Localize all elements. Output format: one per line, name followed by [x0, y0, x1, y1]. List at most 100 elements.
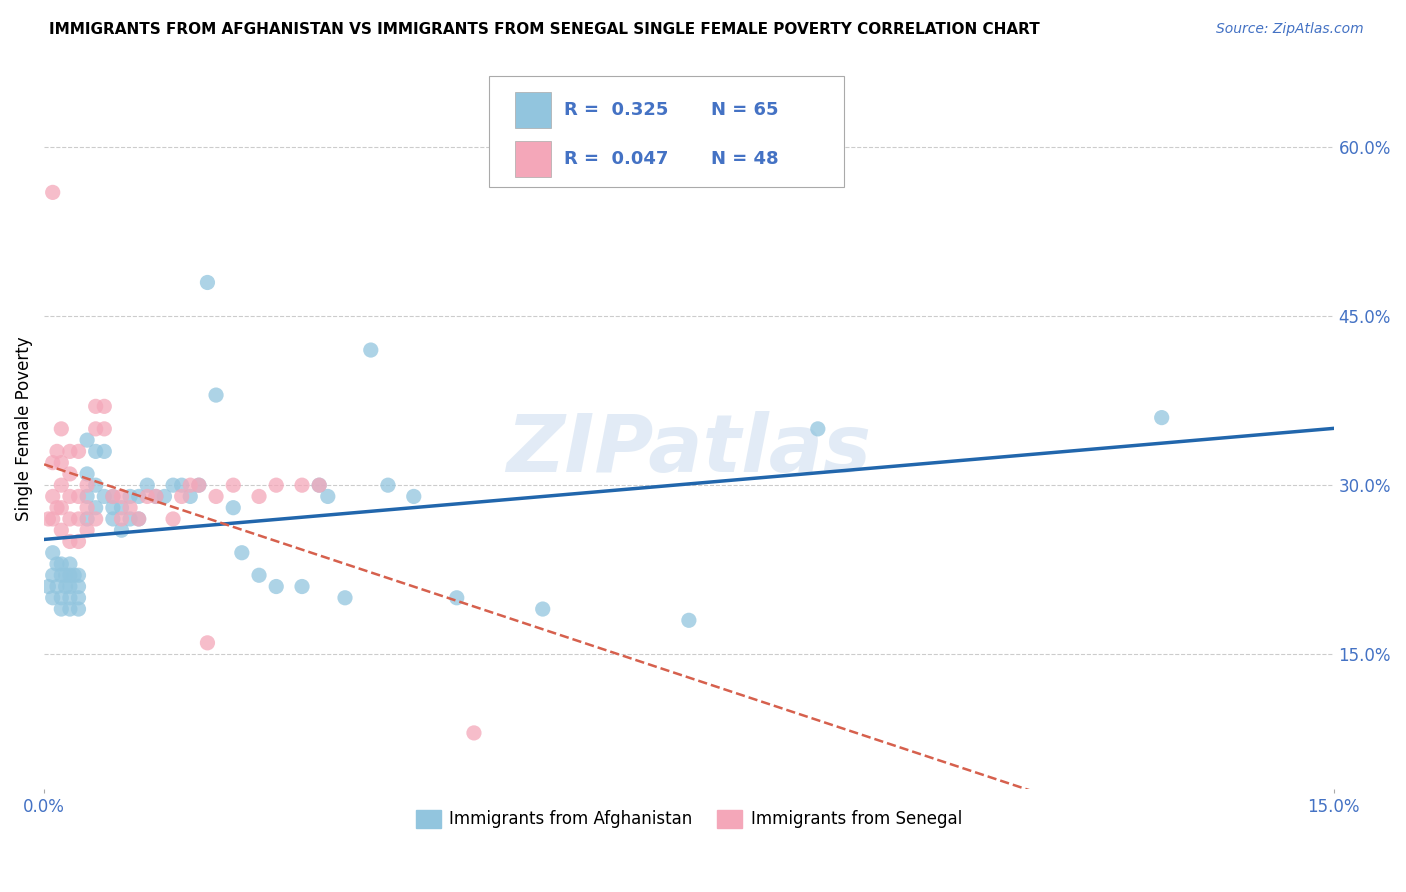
Point	[59, 512, 82, 526]
Point	[402, 490, 425, 504]
Point	[51, 568, 73, 582]
Point	[101, 490, 124, 504]
Point	[46, 580, 69, 594]
Point	[1150, 410, 1173, 425]
Point	[205, 490, 228, 504]
Point	[41, 512, 63, 526]
Point	[76, 512, 98, 526]
Point	[120, 490, 142, 504]
Point	[46, 444, 69, 458]
Point	[84, 512, 107, 526]
Point	[247, 490, 270, 504]
Text: R =  0.325: R = 0.325	[564, 101, 668, 120]
Text: Source: ZipAtlas.com: Source: ZipAtlas.com	[1216, 22, 1364, 37]
Point	[187, 478, 209, 492]
Point	[76, 478, 98, 492]
Point	[101, 490, 124, 504]
FancyBboxPatch shape	[515, 92, 551, 128]
Point	[197, 636, 219, 650]
Point	[46, 557, 69, 571]
FancyBboxPatch shape	[489, 76, 844, 187]
Point	[128, 512, 150, 526]
Point	[179, 490, 201, 504]
Point	[41, 591, 63, 605]
Point	[170, 478, 193, 492]
Point	[291, 580, 314, 594]
Point	[446, 591, 468, 605]
Point	[59, 467, 82, 481]
Point	[247, 568, 270, 582]
Point	[153, 490, 176, 504]
Point	[67, 444, 90, 458]
FancyBboxPatch shape	[515, 141, 551, 177]
Point	[55, 580, 77, 594]
Point	[76, 490, 98, 504]
Point	[197, 276, 219, 290]
Point	[84, 478, 107, 492]
Point	[51, 557, 73, 571]
Point	[76, 500, 98, 515]
Point	[67, 534, 90, 549]
Point	[59, 568, 82, 582]
Point	[37, 512, 59, 526]
Point	[531, 602, 554, 616]
Point	[308, 478, 330, 492]
Point	[51, 591, 73, 605]
Point	[51, 523, 73, 537]
Point	[84, 422, 107, 436]
Point	[308, 478, 330, 492]
Point	[93, 400, 115, 414]
Point	[463, 726, 485, 740]
Point	[41, 456, 63, 470]
Point	[264, 478, 287, 492]
Point	[51, 478, 73, 492]
Point	[360, 343, 382, 357]
Point	[145, 490, 167, 504]
Point	[41, 546, 63, 560]
Point	[59, 534, 82, 549]
Point	[264, 580, 287, 594]
Point	[179, 478, 201, 492]
Point	[67, 602, 90, 616]
Point	[678, 613, 700, 627]
Point	[128, 512, 150, 526]
Point	[333, 591, 356, 605]
Point	[67, 591, 90, 605]
Y-axis label: Single Female Poverty: Single Female Poverty	[15, 336, 32, 521]
Text: N = 48: N = 48	[711, 150, 779, 168]
Point	[67, 580, 90, 594]
Point	[128, 490, 150, 504]
Point	[120, 512, 142, 526]
Point	[205, 388, 228, 402]
Point	[101, 500, 124, 515]
Point	[93, 444, 115, 458]
Point	[136, 478, 159, 492]
Point	[59, 580, 82, 594]
Point	[93, 422, 115, 436]
Point	[76, 523, 98, 537]
Point	[84, 500, 107, 515]
Point	[120, 500, 142, 515]
Point	[187, 478, 209, 492]
Point	[67, 568, 90, 582]
Point	[67, 490, 90, 504]
Point	[93, 490, 115, 504]
Point	[37, 580, 59, 594]
Point	[41, 568, 63, 582]
Point	[55, 568, 77, 582]
Text: IMMIGRANTS FROM AFGHANISTAN VS IMMIGRANTS FROM SENEGAL SINGLE FEMALE POVERTY COR: IMMIGRANTS FROM AFGHANISTAN VS IMMIGRANT…	[49, 22, 1040, 37]
Point	[51, 456, 73, 470]
Point	[807, 422, 830, 436]
Point	[170, 490, 193, 504]
Point	[84, 400, 107, 414]
Point	[59, 591, 82, 605]
Point	[110, 490, 132, 504]
Point	[291, 478, 314, 492]
Point	[316, 490, 339, 504]
Point	[59, 444, 82, 458]
Point	[84, 444, 107, 458]
Point	[63, 568, 86, 582]
Point	[101, 512, 124, 526]
Point	[76, 433, 98, 447]
Point	[51, 500, 73, 515]
